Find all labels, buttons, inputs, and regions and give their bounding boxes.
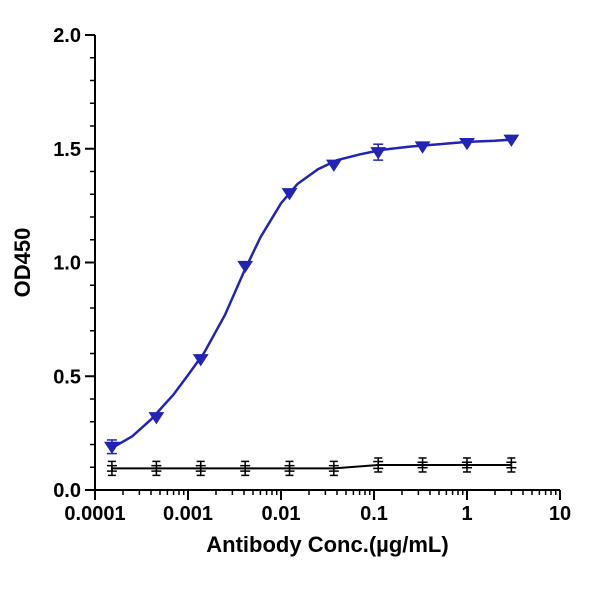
- series-line-blue-series: [112, 140, 511, 448]
- marker-triangle-down-icon: [371, 148, 385, 159]
- marker-triangle-down-icon: [105, 442, 119, 453]
- chart-container: 0.0 0.5 1.0 1.5 2.0 0.0001 0.001 0.01 0.1 1 10 OD45…: [0, 0, 591, 590]
- y-tick-label: 1.0: [53, 253, 81, 275]
- series-line-black-series: [112, 465, 511, 468]
- binding-curve-chart: 0.0 0.5 1.0 1.5 2.0 0.0001 0.001 0.01 0.1 1 10 OD45…: [0, 0, 591, 590]
- marker-triangle-down-icon: [416, 142, 430, 153]
- x-tick-label: 10: [549, 503, 571, 525]
- y-tick-label: 1.5: [53, 139, 81, 161]
- marker-triangle-down-icon: [460, 139, 474, 150]
- y-tick-label: 0.0: [53, 480, 81, 502]
- x-tick-label: 0.0001: [64, 503, 125, 525]
- marker-triangle-down-icon: [238, 261, 252, 272]
- x-tick-label: 0.001: [163, 503, 213, 525]
- y-tick-label: 2.0: [53, 25, 81, 47]
- y-tick-label: 0.5: [53, 366, 81, 388]
- x-tick-label: 0.01: [262, 503, 301, 525]
- y-axis-label: OD450: [10, 228, 35, 298]
- x-tick-label: 1: [461, 503, 472, 525]
- marker-triangle-down-icon: [327, 160, 341, 171]
- x-tick-label: 0.1: [360, 503, 388, 525]
- x-axis-label: Antibody Conc.(µg/mL): [206, 532, 448, 557]
